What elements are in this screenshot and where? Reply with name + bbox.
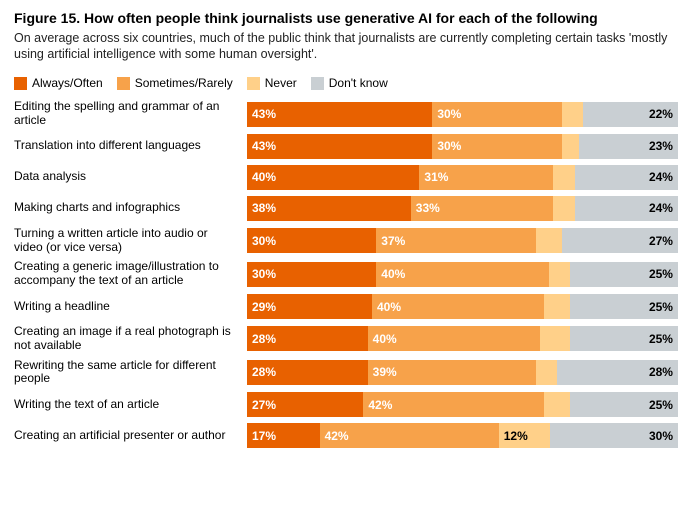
chart-row: Writing a headline29%40% 25%: [14, 294, 678, 319]
stacked-bar: 29%40% 25%: [247, 294, 678, 319]
stacked-bar: 43%30% 22%: [247, 102, 678, 127]
bar-segment: 40%: [247, 165, 419, 190]
bar-segment: 30%: [247, 228, 376, 253]
stacked-bar: 28%39%28%: [247, 360, 678, 385]
bar-segment: 24%: [575, 165, 678, 190]
legend-label: Always/Often: [32, 76, 103, 90]
chart-row: Creating an artificial presenter or auth…: [14, 423, 678, 448]
chart-row: Translation into different languages43%3…: [14, 134, 678, 159]
chart-row: Writing the text of an article27%42% 25%: [14, 392, 678, 417]
legend-swatch: [311, 77, 324, 90]
bar-segment: 33%: [411, 196, 553, 221]
bar-segment: 25%: [570, 262, 678, 287]
bar-segment: 22%: [583, 102, 678, 127]
row-label: Writing a headline: [14, 300, 247, 314]
legend-swatch: [14, 77, 27, 90]
bar-segment: 43%: [247, 134, 432, 159]
bar-segment: 28%: [557, 360, 678, 385]
bar-segment: 42%: [363, 392, 544, 417]
row-label: Turning a written article into audio or …: [14, 227, 247, 255]
chart-row: Creating a generic image/illustration to…: [14, 260, 678, 288]
bar-segment: [536, 360, 558, 385]
row-label: Rewriting the same article for different…: [14, 359, 247, 387]
chart-row: Data analysis40%31% 24%: [14, 165, 678, 190]
bar-segment: [549, 262, 571, 287]
bar-segment: [562, 134, 579, 159]
legend-item: Never: [247, 76, 297, 90]
stacked-bar: 27%42% 25%: [247, 392, 678, 417]
row-label: Translation into different languages: [14, 139, 247, 153]
bar-segment: 38%: [247, 196, 411, 221]
stacked-bar: 17%42%12%30%: [247, 423, 678, 448]
bar-segment: 43%: [247, 102, 432, 127]
chart-row: Turning a written article into audio or …: [14, 227, 678, 255]
legend-swatch: [247, 77, 260, 90]
legend-item: Don't know: [311, 76, 388, 90]
legend-label: Don't know: [329, 76, 388, 90]
row-label: Writing the text of an article: [14, 398, 247, 412]
bar-segment: 42%: [320, 423, 499, 448]
bar-segment: 39%: [368, 360, 536, 385]
chart-title: Figure 15. How often people think journa…: [14, 10, 678, 27]
bar-segment: 29%: [247, 294, 372, 319]
bar-segment: 40%: [376, 262, 548, 287]
chart-subtitle: On average across six countries, much of…: [14, 30, 678, 63]
bar-segment: [544, 294, 570, 319]
chart-row: Editing the spelling and grammar of an a…: [14, 100, 678, 128]
legend-label: Never: [265, 76, 297, 90]
legend-item: Always/Often: [14, 76, 103, 90]
stacked-bar: 30%40% 25%: [247, 262, 678, 287]
stacked-bar: 43%30% 23%: [247, 134, 678, 159]
bar-segment: 30%: [432, 102, 561, 127]
bar-segment: 23%: [579, 134, 678, 159]
chart-row: Creating an image if a real photograph i…: [14, 325, 678, 353]
bar-segment: [553, 196, 575, 221]
stacked-bar: 40%31% 24%: [247, 165, 678, 190]
stacked-bar-chart: Editing the spelling and grammar of an a…: [14, 100, 678, 448]
row-label: Data analysis: [14, 170, 247, 184]
bar-segment: 12%: [499, 423, 550, 448]
row-label: Creating a generic image/illustration to…: [14, 260, 247, 288]
bar-segment: 30%: [247, 262, 376, 287]
bar-segment: 31%: [419, 165, 553, 190]
bar-segment: [544, 392, 570, 417]
row-label: Creating an artificial presenter or auth…: [14, 429, 247, 443]
bar-segment: [536, 228, 562, 253]
bar-segment: 28%: [247, 360, 368, 385]
row-label: Making charts and infographics: [14, 201, 247, 215]
bar-segment: 25%: [570, 392, 678, 417]
legend-label: Sometimes/Rarely: [135, 76, 233, 90]
bar-segment: [562, 102, 584, 127]
stacked-bar: 28%40% 25%: [247, 326, 678, 351]
bar-segment: 40%: [372, 294, 544, 319]
bar-segment: [553, 165, 575, 190]
chart-row: Rewriting the same article for different…: [14, 359, 678, 387]
bar-segment: 30%: [550, 423, 678, 448]
bar-segment: 27%: [247, 392, 363, 417]
chart-row: Making charts and infographics38%33% 24%: [14, 196, 678, 221]
bar-segment: 25%: [570, 326, 678, 351]
legend: Always/Often Sometimes/Rarely Never Don't k…: [14, 76, 678, 90]
bar-segment: 28%: [247, 326, 368, 351]
bar-segment: 17%: [247, 423, 320, 448]
bar-segment: 40%: [368, 326, 540, 351]
stacked-bar: 30%37% 27%: [247, 228, 678, 253]
legend-swatch: [117, 77, 130, 90]
row-label: Editing the spelling and grammar of an a…: [14, 100, 247, 128]
legend-item: Sometimes/Rarely: [117, 76, 233, 90]
bar-segment: 24%: [575, 196, 678, 221]
bar-segment: 30%: [432, 134, 561, 159]
bar-segment: 37%: [376, 228, 535, 253]
row-label: Creating an image if a real photograph i…: [14, 325, 247, 353]
bar-segment: 25%: [570, 294, 678, 319]
bar-segment: 27%: [562, 228, 678, 253]
stacked-bar: 38%33% 24%: [247, 196, 678, 221]
bar-segment: [540, 326, 570, 351]
